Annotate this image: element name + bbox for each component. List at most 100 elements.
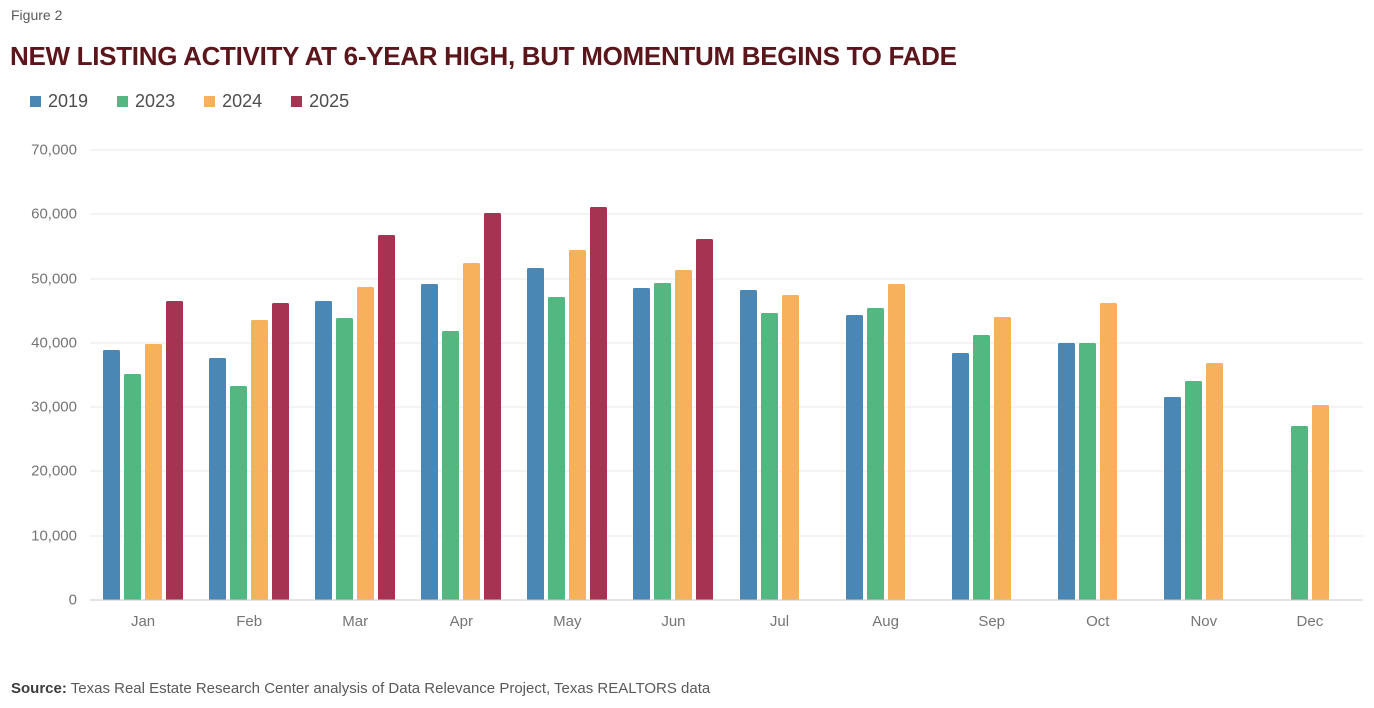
legend-item-2019: 2019 bbox=[30, 91, 88, 112]
y-gridline bbox=[90, 406, 1363, 408]
x-axis-label-jul: Jul bbox=[769, 613, 790, 630]
bar-2019-jun bbox=[633, 287, 651, 600]
bar-2024-dec bbox=[1311, 405, 1329, 600]
bar-2025-mar bbox=[378, 234, 396, 600]
x-axis-label-feb: Feb bbox=[236, 613, 263, 630]
y-axis-tick-label: 50,000 bbox=[31, 270, 77, 288]
bar-2025-jun bbox=[696, 238, 714, 600]
bar-2019-apr bbox=[421, 284, 439, 600]
chart-legend: 2019 2023 2024 2025 bbox=[30, 91, 349, 112]
x-axis-label-mar: Mar bbox=[342, 613, 369, 630]
bar-2023-jul bbox=[760, 313, 778, 600]
x-axis-line bbox=[90, 599, 1363, 601]
x-axis-label-sep: Sep bbox=[978, 613, 1006, 630]
bar-group-jul bbox=[726, 150, 832, 600]
bar-2023-mar bbox=[336, 317, 354, 600]
y-axis-tick-label: 60,000 bbox=[31, 205, 77, 223]
bar-2024-oct bbox=[1099, 303, 1117, 600]
x-axis-label-may: May bbox=[553, 613, 582, 630]
bar-2023-feb bbox=[230, 385, 248, 600]
y-gridline bbox=[90, 213, 1363, 215]
y-axis-tick-label: 0 bbox=[68, 591, 77, 609]
bar-group-oct bbox=[1045, 150, 1151, 600]
y-gridline bbox=[90, 278, 1363, 280]
bar-2023-apr bbox=[442, 331, 460, 600]
x-axis-label-apr: Apr bbox=[449, 613, 473, 630]
bar-2024-mar bbox=[357, 286, 375, 600]
y-axis-tick-label: 30,000 bbox=[31, 398, 77, 416]
y-axis-tick-label: 70,000 bbox=[31, 141, 77, 159]
bar-group-may bbox=[514, 150, 620, 600]
bar-2023-jun bbox=[654, 283, 672, 600]
bar-2019-jan bbox=[103, 349, 121, 600]
bar-2024-feb bbox=[251, 320, 269, 600]
x-axis-labels: Jan Feb Mar Apr May Jun Jul Aug Sep Oct Nov Dec bbox=[90, 613, 1363, 630]
bar-group-feb bbox=[196, 150, 302, 600]
y-axis-tick-label: 20,000 bbox=[31, 462, 77, 480]
legend-label: 2023 bbox=[135, 91, 176, 111]
bar-group-apr bbox=[408, 150, 514, 600]
bar-2025-feb bbox=[272, 303, 290, 600]
x-axis-label-aug: Aug bbox=[872, 613, 899, 630]
bar-group-sep bbox=[939, 150, 1045, 600]
bar-group-jun bbox=[620, 150, 726, 600]
bar-2019-may bbox=[527, 267, 545, 600]
figure-label: Figure 2 bbox=[11, 7, 63, 23]
bar-2024-apr bbox=[463, 262, 481, 600]
bar-2023-nov bbox=[1184, 381, 1202, 600]
legend-swatch-icon bbox=[204, 96, 216, 107]
bar-group-jan bbox=[90, 150, 196, 600]
bar-2019-oct bbox=[1057, 342, 1075, 600]
bar-2023-dec bbox=[1290, 425, 1308, 600]
bar-2024-jan bbox=[145, 343, 163, 600]
bar-group-mar bbox=[302, 150, 408, 600]
legend-label: 2024 bbox=[222, 91, 263, 111]
y-axis-tick-label: 10,000 bbox=[31, 527, 77, 545]
bar-2025-apr bbox=[484, 213, 502, 600]
source-note: Source: Texas Real Estate Research Cente… bbox=[11, 680, 710, 697]
source-text: Texas Real Estate Research Center analys… bbox=[70, 680, 711, 697]
page-title: NEW LISTING ACTIVITY AT 6-YEAR HIGH, BUT… bbox=[10, 41, 957, 72]
bar-2025-jan bbox=[166, 301, 184, 600]
x-axis-label-jan: Jan bbox=[130, 613, 156, 630]
bar-2024-sep bbox=[993, 317, 1011, 600]
bar-2019-mar bbox=[315, 301, 333, 600]
bar-2024-aug bbox=[887, 283, 905, 600]
legend-swatch-icon bbox=[117, 96, 129, 107]
bar-group-dec bbox=[1257, 150, 1363, 600]
bar-2019-jul bbox=[739, 289, 757, 600]
legend-label: 2019 bbox=[48, 91, 89, 111]
bar-2024-jun bbox=[675, 269, 693, 600]
bar-groups bbox=[90, 150, 1363, 600]
bar-2019-nov bbox=[1163, 396, 1181, 600]
x-axis-label-oct: Oct bbox=[1086, 613, 1110, 630]
bar-2023-oct bbox=[1078, 342, 1096, 600]
bar-2023-sep bbox=[972, 335, 990, 600]
bar-2023-jan bbox=[124, 374, 142, 600]
legend-item-2023: 2023 bbox=[117, 91, 175, 112]
bar-2024-nov bbox=[1205, 363, 1223, 600]
y-gridline bbox=[90, 342, 1363, 344]
bar-2024-may bbox=[569, 249, 587, 600]
y-gridline bbox=[90, 470, 1363, 472]
bar-chart-plot-area: 0 10,000 20,000 30,000 40,000 50,000 60,000 70,… bbox=[31, 142, 1363, 609]
y-gridline bbox=[90, 535, 1363, 537]
legend-swatch-icon bbox=[291, 96, 303, 107]
legend-item-2024: 2024 bbox=[204, 91, 262, 112]
source-label: Source: bbox=[11, 680, 67, 697]
x-axis-label-jun: Jun bbox=[661, 613, 686, 630]
bar-group-nov bbox=[1151, 150, 1257, 600]
x-axis-label-dec: Dec bbox=[1296, 613, 1324, 630]
legend-label: 2025 bbox=[309, 91, 350, 111]
legend-item-2025: 2025 bbox=[291, 91, 349, 112]
bar-2019-feb bbox=[209, 357, 227, 600]
x-axis-label-nov: Nov bbox=[1190, 613, 1218, 630]
legend-swatch-icon bbox=[30, 96, 41, 107]
y-axis-tick-label: 40,000 bbox=[31, 334, 77, 352]
bar-2024-jul bbox=[781, 294, 799, 600]
y-gridline bbox=[90, 149, 1363, 151]
bar-2019-aug bbox=[845, 315, 863, 600]
bar-2023-may bbox=[548, 297, 566, 600]
bar-2019-sep bbox=[951, 352, 969, 600]
bar-2023-aug bbox=[866, 308, 884, 600]
